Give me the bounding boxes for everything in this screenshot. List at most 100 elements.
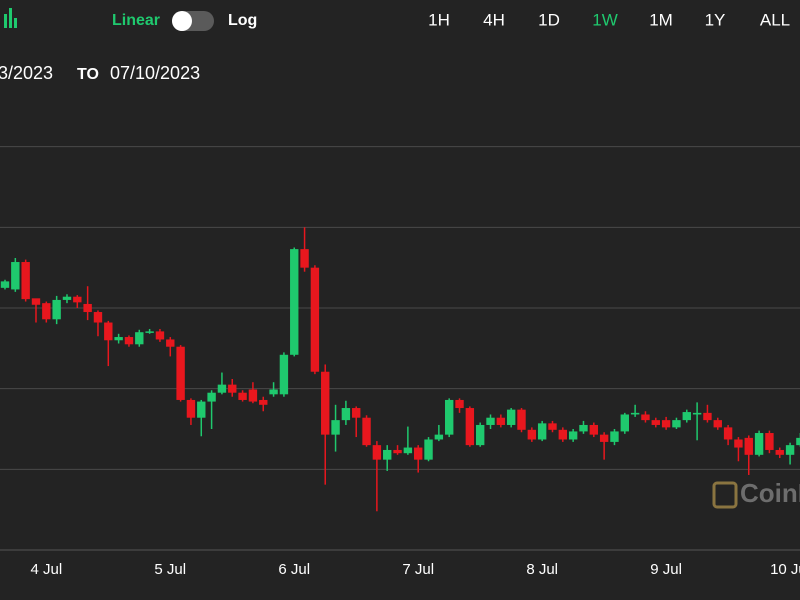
candle-body [434, 434, 444, 440]
range-button[interactable]: ALL [760, 10, 790, 29]
range-buttons: 1H 4H 1D 1W 1M 1Y ALL [428, 10, 790, 29]
candle-body [414, 447, 423, 460]
candle-body [537, 423, 547, 440]
candle-body [393, 449, 402, 454]
range-button[interactable]: 1D [538, 10, 560, 29]
x-tick-label: 8 Jul [526, 561, 558, 578]
candle-body [135, 332, 144, 345]
date-separator: TO [77, 66, 99, 83]
candle-body [352, 408, 361, 418]
candle-body [259, 399, 268, 405]
candle-body [754, 433, 764, 455]
candle-body [775, 449, 784, 455]
candle-body [579, 424, 588, 432]
watermark: CoinDesk [740, 478, 800, 508]
candle-body [52, 299, 61, 320]
candle-body [641, 414, 650, 421]
candle-body [83, 303, 92, 313]
candle-body [310, 267, 320, 372]
candle-body [527, 429, 537, 440]
candle-body [496, 417, 506, 425]
candle-body [383, 449, 392, 460]
candle-body [558, 429, 568, 440]
toggle-knob [172, 11, 192, 31]
candle-body [734, 439, 743, 448]
candle-body [145, 331, 154, 333]
candle-body [568, 431, 578, 440]
candle-body [672, 420, 681, 428]
candle-body [207, 392, 216, 402]
watermark-logo [712, 481, 738, 509]
candle-body [11, 262, 20, 290]
candle-body [630, 412, 640, 415]
candle-body [248, 389, 258, 402]
x-tick-label: 10 Jul [770, 561, 800, 578]
candle-body [197, 401, 206, 418]
candle-body [290, 249, 299, 355]
range-button[interactable]: 1W [592, 10, 618, 29]
candle-body [321, 371, 330, 435]
candle-body [713, 420, 722, 428]
candle-body [186, 399, 196, 418]
candle-body [651, 420, 660, 425]
candle-body [300, 249, 309, 268]
chart-icon [4, 8, 17, 28]
candle-body [455, 399, 464, 409]
candle-body [692, 412, 702, 415]
candle-body [403, 447, 413, 454]
candle-body [176, 346, 185, 400]
range-button[interactable]: 1Y [705, 10, 726, 29]
candle-body [279, 354, 289, 395]
range-button[interactable]: 1M [649, 10, 673, 29]
candle-body [703, 412, 712, 421]
candle-body [785, 445, 795, 455]
candle-body [548, 423, 557, 430]
candle-body [331, 420, 340, 435]
candle-body [238, 392, 247, 400]
range-button[interactable]: 1H [428, 10, 450, 29]
candle-body [341, 408, 351, 421]
x-tick-label: 7 Jul [402, 561, 434, 578]
candle-body [723, 427, 733, 440]
candle-body [610, 431, 619, 442]
candle-body [31, 298, 41, 305]
x-tick-label: 9 Jul [650, 561, 682, 578]
candle-body [765, 433, 774, 450]
candle-body [104, 322, 113, 341]
candle-body [682, 412, 691, 421]
candle-body [228, 384, 237, 393]
candle-body [599, 434, 609, 442]
x-tick-label: 5 Jul [154, 561, 186, 578]
candle-body [475, 424, 485, 446]
candle-body [124, 337, 134, 345]
candle-body [73, 296, 82, 303]
candle-body [372, 445, 382, 460]
candle-body [62, 296, 72, 300]
candle-body [42, 303, 51, 320]
candle-body [21, 262, 30, 300]
scale-option[interactable]: Log [228, 12, 257, 29]
candle-body [424, 439, 433, 460]
candle-body [589, 424, 599, 435]
scale-option[interactable]: Linear [112, 12, 160, 29]
candle-body [620, 414, 629, 432]
date-from: 3/2023 [0, 63, 53, 83]
candle-body [166, 339, 175, 347]
candle-body [155, 331, 165, 340]
candle-body [661, 420, 671, 428]
candle-body [506, 409, 516, 425]
candle-body [796, 437, 800, 446]
candle-body [486, 417, 495, 425]
candle-body [217, 384, 227, 393]
candle-body [744, 437, 753, 455]
date-to: 07/10/2023 [110, 63, 200, 83]
candle-body [269, 389, 278, 395]
plot [0, 146, 800, 512]
x-tick-label: 6 Jul [278, 561, 310, 578]
range-button[interactable]: 4H [483, 10, 505, 29]
candle-body [114, 337, 123, 341]
candle-body [93, 312, 103, 323]
candle-body [0, 281, 10, 288]
